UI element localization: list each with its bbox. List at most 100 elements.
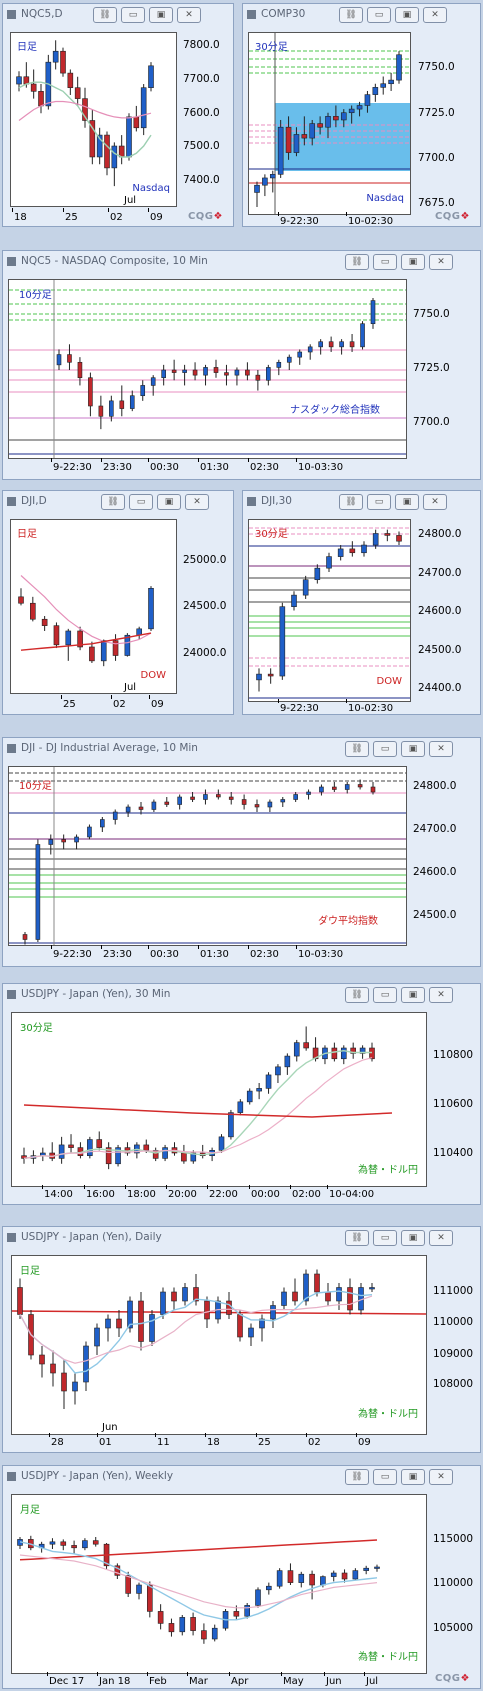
- candle-down: [88, 377, 93, 407]
- maximize-button[interactable]: ▣: [149, 7, 173, 23]
- chart-plot-area[interactable]: 30分足 DOW: [248, 519, 411, 702]
- chart-plot-area[interactable]: 日足 Nasdaq Jul: [10, 32, 177, 207]
- y-tick-label: 108000: [433, 1378, 474, 1390]
- maximize-button[interactable]: ▣: [157, 494, 181, 510]
- window-title-bar[interactable]: USDJPY - Japan (Yen), 30 Min ⛓ ▭ ▣ ✕: [3, 984, 480, 1006]
- close-button[interactable]: ✕: [423, 494, 447, 510]
- window-title-bar[interactable]: DJI,D ⛓ ▭ ▣ ✕: [3, 491, 233, 513]
- candle-down: [181, 1152, 187, 1162]
- x-tick-mark: [296, 945, 297, 949]
- close-button[interactable]: ✕: [429, 254, 453, 270]
- link-button[interactable]: ⛓: [345, 741, 369, 757]
- candle-down: [216, 794, 221, 798]
- candle-up: [255, 1589, 261, 1606]
- candle-up: [302, 579, 309, 596]
- y-tick-label: 24700.0: [418, 567, 462, 579]
- timeframe-label: 日足: [17, 529, 37, 540]
- cqg-logo: CQG❖: [434, 1673, 470, 1684]
- window-title-bar[interactable]: USDJPY - Japan (Yen), Daily ⛓ ▭ ▣ ✕: [3, 1227, 480, 1249]
- candle-down: [50, 1363, 56, 1374]
- minimize-button[interactable]: ▭: [373, 987, 397, 1003]
- close-button[interactable]: ✕: [423, 7, 447, 23]
- window-title-bar[interactable]: DJI - DJ Industrial Average, 10 Min ⛓ ▭ …: [3, 738, 480, 760]
- minimize-icon: ▭: [374, 497, 384, 507]
- minimize-button[interactable]: ▭: [373, 1230, 397, 1246]
- candle-down: [328, 341, 334, 348]
- chart-plot-area[interactable]: 10分足 ダウ平均指数: [8, 766, 407, 946]
- window-title-bar[interactable]: DJI,30 ⛓ ▭ ▣ ✕: [243, 491, 480, 513]
- candle-up: [374, 1566, 380, 1569]
- link-button[interactable]: ⛓: [93, 7, 117, 23]
- candle-down: [138, 806, 144, 810]
- candle-up: [284, 1055, 291, 1068]
- window-title-bar[interactable]: NQC5,D ⛓ ▭ ▣ ✕: [3, 4, 233, 26]
- link-button[interactable]: ⛓: [339, 494, 363, 510]
- link-button[interactable]: ⛓: [345, 1230, 369, 1246]
- candle-down: [255, 374, 261, 381]
- minimize-button[interactable]: ▭: [121, 7, 145, 23]
- candle-up: [74, 836, 79, 843]
- minimize-button[interactable]: ▭: [373, 1469, 397, 1485]
- minimize-button[interactable]: ▭: [373, 254, 397, 270]
- close-button[interactable]: ✕: [429, 987, 453, 1003]
- link-button[interactable]: ⛓: [345, 254, 369, 270]
- candle-down: [143, 1144, 150, 1151]
- candle-down: [30, 602, 36, 620]
- link-button[interactable]: ⛓: [101, 494, 125, 510]
- window-title-bar[interactable]: USDJPY - Japan (Yen), Weekly ⛓ ▭ ▣ ✕: [3, 1466, 480, 1488]
- x-tick-mark: [296, 458, 297, 462]
- maximize-button[interactable]: ▣: [401, 1469, 425, 1485]
- close-button[interactable]: ✕: [429, 741, 453, 757]
- chart-plot-area[interactable]: 月足 為替・ドル円: [11, 1494, 427, 1674]
- candle-up: [372, 533, 379, 546]
- link-button[interactable]: ⛓: [339, 7, 363, 23]
- window-title-bar[interactable]: NQC5 - NASDAQ Composite, 10 Min ⛓ ▭ ▣ ✕: [3, 251, 480, 273]
- link-icon: ⛓: [351, 990, 363, 1000]
- minimize-button[interactable]: ▭: [129, 494, 153, 510]
- chart-plot-area[interactable]: 日足 為替・ドル円 Jun: [11, 1255, 427, 1435]
- window-title-bar[interactable]: COMP30 ⛓ ▭ ▣ ✕: [243, 4, 480, 26]
- candle-up: [339, 341, 344, 348]
- candle-down: [138, 1300, 144, 1342]
- window-grip-icon: [7, 990, 16, 999]
- candle-up: [396, 54, 402, 81]
- candle-up: [182, 369, 187, 373]
- candle-down: [67, 72, 74, 88]
- window-grip-icon: [7, 1472, 16, 1481]
- chart-plot-area[interactable]: 30分足 Nasdaq: [248, 32, 411, 215]
- candle-up: [148, 587, 154, 630]
- y-tick-label: 7675.0: [418, 197, 455, 209]
- maximize-button[interactable]: ▣: [401, 741, 425, 757]
- close-button[interactable]: ✕: [185, 494, 209, 510]
- chart-plot-area[interactable]: 10分足 ナスダック総合指数: [8, 279, 407, 459]
- close-button[interactable]: ✕: [429, 1469, 453, 1485]
- maximize-button[interactable]: ▣: [401, 1230, 425, 1246]
- minimize-button[interactable]: ▭: [367, 494, 391, 510]
- x-tick-label: 23:30: [103, 949, 132, 960]
- candle-down: [98, 405, 104, 417]
- close-button[interactable]: ✕: [177, 7, 201, 23]
- candle-up: [256, 1088, 262, 1092]
- candle-down: [349, 548, 356, 554]
- candle-down: [17, 1287, 23, 1315]
- chart-plot-area[interactable]: 日足 DOW Jul: [10, 519, 177, 694]
- maximize-button[interactable]: ▣: [395, 7, 419, 23]
- maximize-button[interactable]: ▣: [395, 494, 419, 510]
- y-tick-label: 7800.0: [183, 39, 220, 51]
- chart-plot-area[interactable]: 30分足 為替・ドル円: [11, 1012, 427, 1187]
- candle-up: [325, 116, 331, 128]
- x-tick-label: Jan 18: [99, 1676, 131, 1687]
- x-tick-label: 02: [110, 212, 123, 223]
- minimize-button[interactable]: ▭: [373, 741, 397, 757]
- x-tick-mark: [47, 1672, 48, 1676]
- timeframe-label: 日足: [20, 1266, 40, 1277]
- candle-down: [254, 804, 260, 808]
- close-button[interactable]: ✕: [429, 1230, 453, 1246]
- minimize-button[interactable]: ▭: [367, 7, 391, 23]
- maximize-button[interactable]: ▣: [401, 254, 425, 270]
- link-button[interactable]: ⛓: [345, 987, 369, 1003]
- link-button[interactable]: ⛓: [345, 1469, 369, 1485]
- x-tick-mark: [346, 212, 347, 216]
- x-tick-mark: [111, 695, 112, 699]
- maximize-button[interactable]: ▣: [401, 987, 425, 1003]
